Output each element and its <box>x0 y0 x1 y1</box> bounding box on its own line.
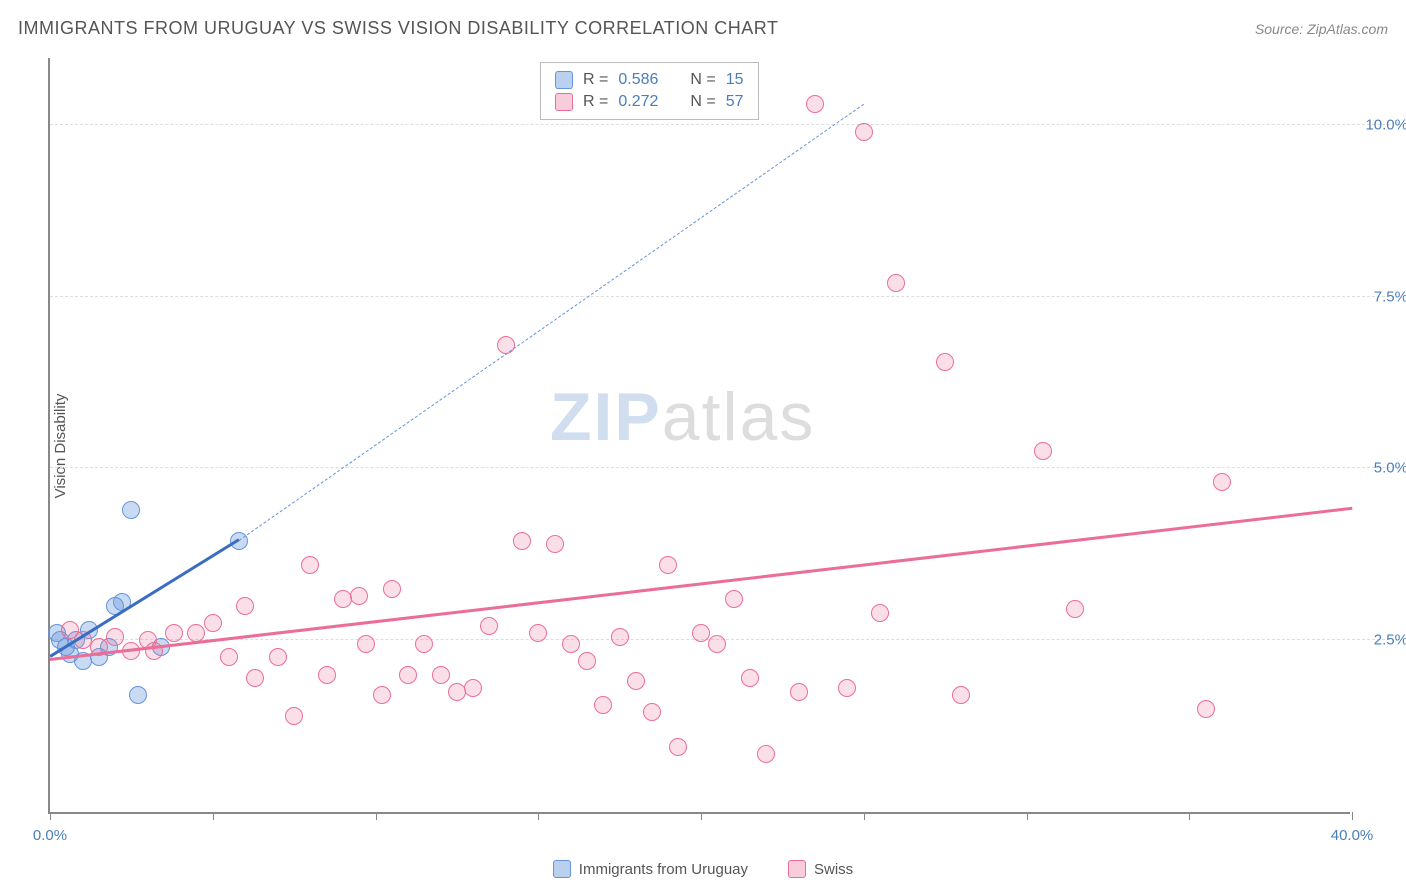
data-point <box>122 501 140 519</box>
data-point <box>757 745 775 763</box>
gridline <box>50 467 1390 468</box>
y-tick-label: 10.0% <box>1365 116 1406 133</box>
data-point <box>106 628 124 646</box>
data-point <box>318 666 336 684</box>
gridline <box>50 124 1390 125</box>
data-point <box>725 590 743 608</box>
legend-label: Immigrants from Uruguay <box>579 861 748 878</box>
data-point <box>871 604 889 622</box>
data-point <box>692 624 710 642</box>
plot-area: ZIPatlas R = 0.586 N = 15 R = 0.272 N = … <box>48 58 1350 814</box>
x-tick <box>1027 812 1028 820</box>
swatch-pink-icon <box>555 93 573 111</box>
regression-line <box>238 103 864 540</box>
data-point <box>643 703 661 721</box>
data-point <box>497 336 515 354</box>
data-point <box>562 635 580 653</box>
data-point <box>1213 473 1231 491</box>
chart-source: Source: ZipAtlas.com <box>1255 21 1388 37</box>
data-point <box>1197 700 1215 718</box>
x-tick <box>864 812 865 820</box>
data-point <box>399 666 417 684</box>
data-point <box>627 672 645 690</box>
data-point <box>236 597 254 615</box>
data-point <box>301 556 319 574</box>
legend-item-uruguay: Immigrants from Uruguay <box>553 860 748 878</box>
legend-row-swiss: R = 0.272 N = 57 <box>555 91 744 113</box>
data-point <box>415 635 433 653</box>
data-point <box>373 686 391 704</box>
data-point <box>838 679 856 697</box>
chart-header: IMMIGRANTS FROM URUGUAY VS SWISS VISION … <box>18 18 1388 39</box>
data-point <box>887 274 905 292</box>
data-point <box>659 556 677 574</box>
data-point <box>546 535 564 553</box>
x-tick <box>376 812 377 820</box>
data-point <box>165 624 183 642</box>
x-tick <box>701 812 702 820</box>
data-point <box>1034 442 1052 460</box>
data-point <box>480 617 498 635</box>
data-point <box>952 686 970 704</box>
watermark: ZIPatlas <box>550 378 815 456</box>
x-tick <box>213 812 214 820</box>
data-point <box>334 590 352 608</box>
x-tick <box>1189 812 1190 820</box>
data-point <box>855 123 873 141</box>
data-point <box>357 635 375 653</box>
data-point <box>129 686 147 704</box>
x-tick-label: 40.0% <box>1331 827 1374 844</box>
data-point <box>936 353 954 371</box>
y-tick-label: 2.5% <box>1374 632 1406 649</box>
data-point <box>669 738 687 756</box>
swatch-pink-icon <box>788 860 806 878</box>
x-tick-label: 0.0% <box>33 827 67 844</box>
x-tick <box>1352 812 1353 820</box>
legend-item-swiss: Swiss <box>788 860 853 878</box>
data-point <box>1066 600 1084 618</box>
chart-title: IMMIGRANTS FROM URUGUAY VS SWISS VISION … <box>18 18 778 39</box>
x-tick <box>538 812 539 820</box>
data-point <box>513 532 531 550</box>
data-point <box>432 666 450 684</box>
data-point <box>448 683 466 701</box>
legend-row-uruguay: R = 0.586 N = 15 <box>555 69 744 91</box>
data-point <box>611 628 629 646</box>
data-point <box>741 669 759 687</box>
data-point <box>204 614 222 632</box>
data-point <box>285 707 303 725</box>
data-point <box>269 648 287 666</box>
legend-series: Immigrants from Uruguay Swiss <box>0 860 1406 878</box>
data-point <box>350 587 368 605</box>
data-point <box>246 669 264 687</box>
data-point <box>529 624 547 642</box>
data-point <box>464 679 482 697</box>
y-tick-label: 5.0% <box>1374 460 1406 477</box>
swatch-blue-icon <box>553 860 571 878</box>
data-point <box>383 580 401 598</box>
data-point <box>220 648 238 666</box>
data-point <box>708 635 726 653</box>
legend-stats: R = 0.586 N = 15 R = 0.272 N = 57 <box>540 62 759 120</box>
y-tick-label: 7.5% <box>1374 288 1406 305</box>
gridline <box>50 296 1390 297</box>
data-point <box>806 95 824 113</box>
data-point <box>790 683 808 701</box>
data-point <box>578 652 596 670</box>
data-point <box>594 696 612 714</box>
legend-label: Swiss <box>814 861 853 878</box>
swatch-blue-icon <box>555 71 573 89</box>
x-tick <box>50 812 51 820</box>
